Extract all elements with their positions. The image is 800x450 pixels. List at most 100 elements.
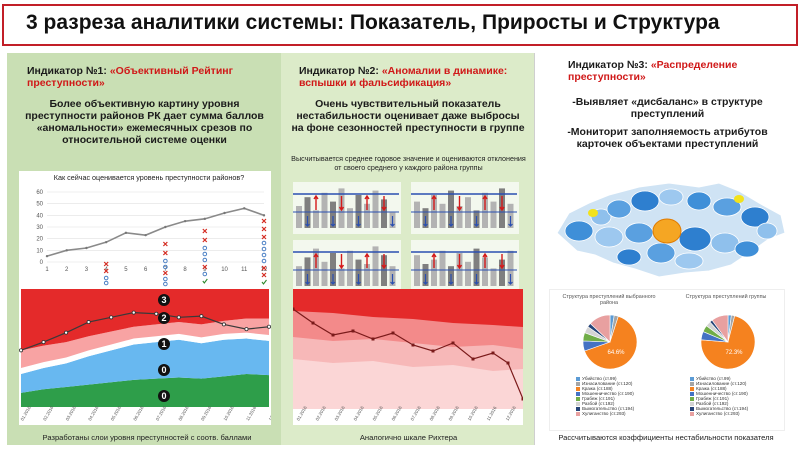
map-district — [594, 226, 624, 248]
pie-1-title: Структура преступлений выбранного района — [562, 294, 656, 306]
indicator-3-caption: Рассчитываются коэффициенты нестабильнос… — [558, 433, 774, 442]
deviation-arrow — [305, 216, 310, 227]
pie-1-legend: Убийство (ст.99) Изнасилование (ст.120) Кр… — [576, 376, 666, 416]
mini-bar — [381, 199, 387, 228]
x-tick-label: 02.2016 — [42, 405, 55, 422]
map-highlight-district — [588, 209, 598, 217]
indicator-2-name: «Аномалии в динамике: вспышки и фальсифи… — [299, 65, 508, 89]
map-district — [564, 220, 594, 242]
indicator-3-title: Индикатор №3: «Распределение преступност… — [568, 59, 778, 83]
x-tick-label: 8 — [183, 267, 187, 273]
deviation-arrow — [508, 216, 513, 227]
mini-bar — [347, 250, 353, 286]
o-mark — [163, 258, 168, 264]
o-mark — [202, 251, 208, 257]
data-point — [183, 219, 187, 223]
legend-swatch — [576, 406, 580, 411]
mini-bar — [456, 206, 463, 228]
legend-swatch — [576, 401, 580, 406]
overlay-point — [64, 330, 69, 335]
deviation-arrow — [338, 196, 345, 212]
panel-indicator-3: Индикатор №3: «Распределение преступност… — [534, 53, 795, 445]
x-mark — [162, 241, 168, 247]
map-district — [686, 191, 712, 211]
data-point — [144, 233, 147, 237]
deviation-arrow — [356, 274, 361, 285]
pie-percent-label: 64.6% — [607, 350, 625, 356]
legend-label: Изнасилование (ст.120) — [582, 381, 633, 386]
data-point — [243, 207, 246, 210]
legend-swatch — [576, 386, 580, 391]
mini-bar — [330, 201, 336, 228]
overlay-point — [176, 315, 181, 320]
overlay-point — [109, 315, 114, 320]
o-mark — [261, 252, 267, 258]
legend-swatch — [576, 411, 580, 416]
legend-item: Разбой (ст.192) — [690, 401, 785, 406]
richter-point — [431, 349, 435, 353]
layer-score-badge — [158, 364, 170, 376]
richter-point — [491, 351, 495, 355]
o-mark — [163, 281, 168, 287]
deviation-arrow — [381, 196, 387, 212]
o-mark — [261, 240, 267, 246]
legend-item: Изнасилование (ст.120) — [576, 381, 666, 386]
legend-label: Мошенничество (ст.190) — [696, 391, 748, 396]
x-tick-label: 07.2016 — [155, 405, 168, 422]
legend-label: Мошенничество (ст.190) — [582, 391, 634, 396]
x-tick-label: 2 — [65, 267, 69, 273]
y-tick-label: 0 — [40, 260, 44, 266]
legend-label: Вымогательство (ст.194) — [696, 406, 749, 411]
map-district — [646, 242, 676, 264]
x-tick-label: 08.2016 — [177, 405, 190, 422]
richter-point — [351, 329, 355, 333]
deviation-arrow — [364, 194, 370, 210]
legend-label: Изнасилование (ст.120) — [696, 381, 747, 386]
deviation-arrow — [508, 274, 513, 285]
layer-score-label: 1 — [161, 339, 166, 349]
deviation-arrow — [313, 252, 319, 268]
deviation-arrow — [330, 216, 336, 227]
o-mark — [103, 275, 109, 281]
o-mark — [202, 257, 208, 263]
mini-bar — [431, 259, 437, 286]
legend-item: Кража (ст.188) — [576, 386, 666, 391]
legend-label: Вымогательство (ст.194) — [582, 406, 635, 411]
x-tick-label: 04.2016 — [87, 405, 100, 422]
x-tick-label: 6 — [144, 267, 148, 273]
y-tick-label: 10 — [36, 248, 43, 254]
indicator-2-title: Индикатор №2: «Аномалии в динамике: вспы… — [299, 65, 524, 89]
map-highlight-district — [734, 195, 744, 203]
mini-bar — [490, 201, 497, 228]
legend-swatch — [690, 381, 694, 386]
deviation-arrow — [431, 194, 437, 210]
map-district — [734, 240, 760, 258]
legend-item: Хулиганство (ст.293) — [576, 411, 666, 416]
x-tick-label: 10 — [221, 267, 228, 273]
x-mark — [261, 265, 267, 271]
layer-score-label: 2 — [161, 313, 166, 323]
o-mark — [202, 245, 208, 251]
mini-bar — [473, 248, 480, 286]
pie-chart-district: 64.6% — [582, 314, 638, 370]
richter-area-chart: 01.2016 02.2016 03.2016 04.2016 05.2016 06.20… — [293, 289, 523, 422]
mini-bar — [439, 203, 446, 228]
indicator-3-bullet-1: -Выявляет «дисбаланс» в структуре престу… — [572, 96, 763, 120]
legend-swatch — [690, 406, 694, 411]
deviation-arrow — [456, 196, 463, 212]
legend-swatch — [690, 401, 694, 406]
panel-indicator-1: Индикатор №1: «Объективный Рейтинг прест… — [7, 53, 282, 445]
indicator-1-caption: Разработаны слои уровня преступностей с … — [42, 433, 252, 442]
overlay-point — [199, 314, 204, 319]
anomaly-mini-charts — [293, 182, 519, 289]
map-district — [712, 197, 742, 217]
x-tick-label: 12.2016 — [268, 405, 271, 422]
layer-score-badge — [158, 338, 170, 350]
legend-swatch — [690, 411, 694, 416]
legend-label: Грабеж (ст.191) — [696, 396, 729, 401]
overlay-point — [19, 348, 23, 353]
overlay-line — [20, 311, 270, 351]
richter-point — [506, 361, 510, 365]
map-district — [740, 206, 770, 228]
data-point — [203, 217, 207, 221]
